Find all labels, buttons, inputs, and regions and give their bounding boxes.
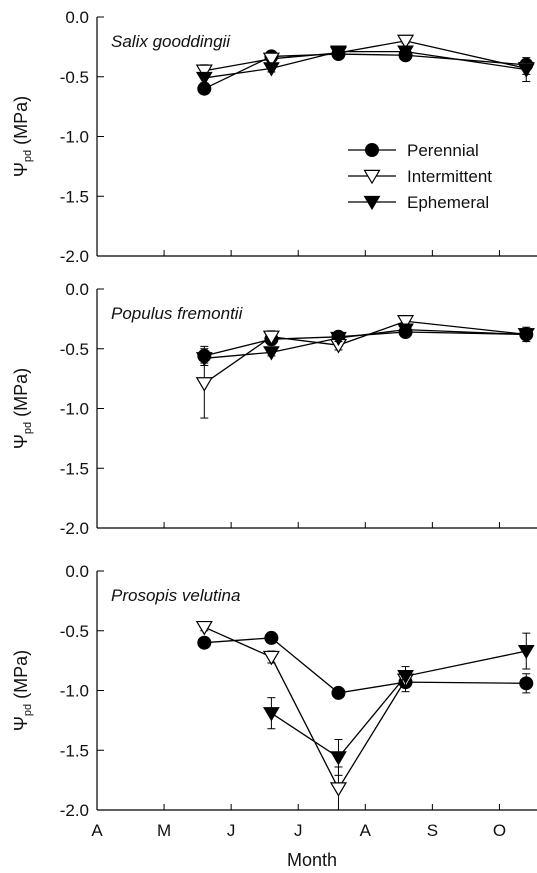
y-tick-label: -0.5 xyxy=(60,340,89,359)
y-tick-label: -0.5 xyxy=(60,68,89,87)
series-ephemeral xyxy=(197,46,534,85)
legend: Perennial Intermittent Ephemeral xyxy=(348,141,492,212)
y-tick-label: -1.0 xyxy=(60,682,89,701)
y-tick-label: 0.0 xyxy=(65,562,89,581)
legend-marker xyxy=(366,144,379,157)
y-tick-label: -1.5 xyxy=(60,459,89,478)
y-axis-label: Ψpd (MPa) xyxy=(11,368,34,449)
legend-label: Perennial xyxy=(407,141,479,160)
x-tick-label: J xyxy=(294,821,303,840)
series-ephemeral xyxy=(264,633,534,775)
series-line xyxy=(204,627,405,788)
y-axis-label-symbol: Ψ xyxy=(11,162,31,177)
y-tick-label: -1.0 xyxy=(60,128,89,147)
series-line xyxy=(271,651,526,757)
series-line xyxy=(204,41,526,71)
series-perennial xyxy=(198,631,533,699)
y-tick-label: -2.0 xyxy=(60,519,89,538)
panel-3: 0.0 -0.5 -1.0 -1.5 -2.0 Ψpd (MPa) Prosopis vel… xyxy=(11,562,537,820)
y-tick-label: -2.0 xyxy=(60,247,89,266)
panel-species-title: Prosopis velutina xyxy=(111,586,240,605)
x-tick-label: A xyxy=(360,821,372,840)
legend-marker xyxy=(365,196,380,209)
series-line xyxy=(204,638,526,693)
y-tick-label: 0.0 xyxy=(65,280,89,299)
data-point xyxy=(519,64,534,77)
data-point xyxy=(331,752,346,765)
y-axis-label-symbol: Ψ xyxy=(11,716,31,731)
series-intermittent xyxy=(197,316,534,418)
y-axis-label-subscript: pd xyxy=(22,704,34,716)
data-point xyxy=(331,783,346,796)
x-tick-label: O xyxy=(493,821,506,840)
y-axis-label: Ψpd (MPa) xyxy=(11,96,34,177)
y-tick-label: -0.5 xyxy=(60,622,89,641)
data-point xyxy=(198,636,211,649)
legend-label: Intermittent xyxy=(407,167,492,186)
x-tick-label: J xyxy=(227,821,236,840)
y-axis-label-symbol: Ψ xyxy=(11,434,31,449)
data-point xyxy=(520,677,533,690)
y-axis-label-unit: (MPa) xyxy=(11,368,31,422)
panel-1: 0.0 -0.5 -1.0 -1.5 -2.0 Ψpd (MPa) Salix gooddi… xyxy=(11,8,537,266)
data-point xyxy=(332,686,345,699)
panel-species-title: Populus fremontii xyxy=(111,304,244,323)
legend-marker xyxy=(365,170,380,183)
y-tick-label: -1.5 xyxy=(60,741,89,760)
y-axis-label-subscript: pd xyxy=(22,422,34,434)
data-point xyxy=(264,708,279,721)
data-point xyxy=(197,72,212,85)
panel-2: 0.0 -0.5 -1.0 -1.5 -2.0 Ψpd (MPa) Populus frem… xyxy=(11,280,537,538)
x-tick-label: A xyxy=(91,821,103,840)
y-tick-label: 0.0 xyxy=(65,8,89,27)
y-tick-label: -2.0 xyxy=(60,801,89,820)
y-axis-label: Ψpd (MPa) xyxy=(11,650,34,731)
y-tick-label: -1.5 xyxy=(60,187,89,206)
y-axis-label-subscript: pd xyxy=(22,150,34,162)
data-point xyxy=(197,622,212,635)
series-perennial xyxy=(198,326,533,366)
data-point xyxy=(197,378,212,391)
legend-label: Ephemeral xyxy=(407,193,489,212)
y-axis-label-unit: (MPa) xyxy=(11,96,31,150)
x-tick-label: M xyxy=(157,821,171,840)
data-point xyxy=(264,651,279,664)
series-line xyxy=(204,321,526,383)
y-axis-label-unit: (MPa) xyxy=(11,650,31,704)
x-tick-label: S xyxy=(427,821,438,840)
x-axis-title: Month xyxy=(287,850,337,870)
data-point xyxy=(265,631,278,644)
panel-species-title: Salix gooddingii xyxy=(111,32,231,51)
series-intermittent xyxy=(197,622,413,810)
y-tick-label: -1.0 xyxy=(60,400,89,419)
